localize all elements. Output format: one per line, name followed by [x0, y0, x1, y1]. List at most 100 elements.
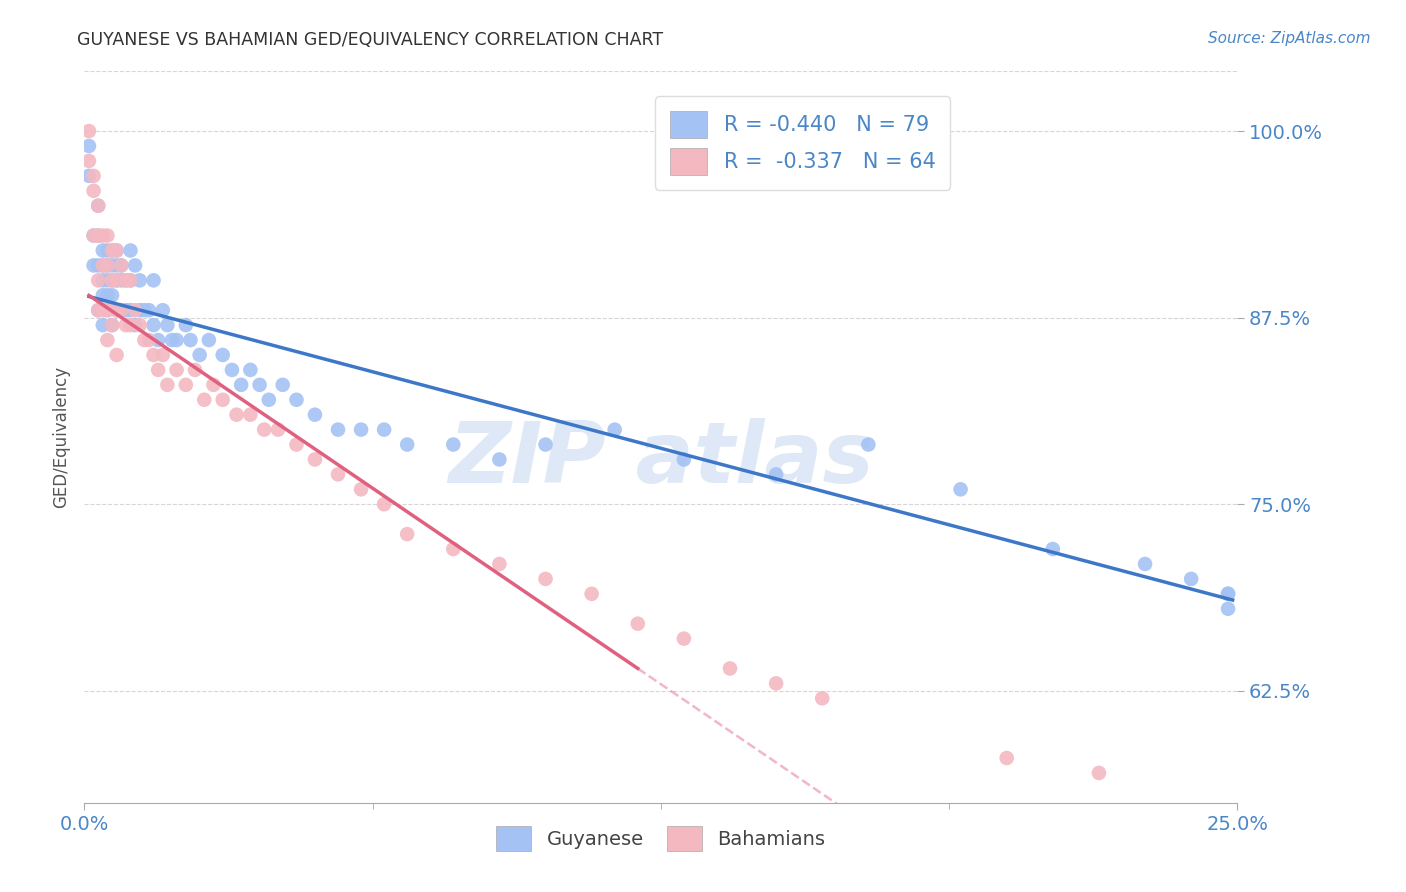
Point — [166, 333, 188, 347]
Point — [211, 392, 233, 407]
Point — [174, 318, 197, 332]
Point — [105, 303, 128, 318]
Point — [142, 348, 165, 362]
Point — [83, 184, 105, 198]
Y-axis label: GED/Equivalency: GED/Equivalency — [52, 366, 70, 508]
Point — [77, 124, 100, 138]
Point — [124, 259, 146, 273]
Point — [77, 139, 100, 153]
Point — [83, 259, 105, 273]
Point — [534, 437, 557, 451]
Point — [198, 333, 221, 347]
Point — [718, 661, 741, 675]
Point — [96, 288, 118, 302]
Text: GUYANESE VS BAHAMIAN GED/EQUIVALENCY CORRELATION CHART: GUYANESE VS BAHAMIAN GED/EQUIVALENCY COR… — [77, 31, 664, 49]
Point — [110, 273, 132, 287]
Point — [87, 303, 110, 318]
Point — [603, 423, 626, 437]
Point — [91, 228, 114, 243]
Point — [534, 572, 557, 586]
Point — [87, 199, 110, 213]
Point — [211, 348, 233, 362]
Point — [105, 273, 128, 287]
Point — [120, 273, 142, 287]
Point — [326, 423, 349, 437]
Point — [96, 273, 118, 287]
Point — [110, 303, 132, 318]
Point — [225, 408, 247, 422]
Point — [138, 333, 160, 347]
Point — [120, 244, 142, 258]
Point — [105, 244, 128, 258]
Point — [101, 273, 124, 287]
Point — [174, 377, 197, 392]
Point — [271, 377, 294, 392]
Point — [96, 228, 118, 243]
Point — [101, 244, 124, 258]
Point — [101, 318, 124, 332]
Point — [91, 273, 114, 287]
Point — [105, 303, 128, 318]
Point — [96, 259, 118, 273]
Point — [101, 288, 124, 302]
Point — [949, 483, 972, 497]
Point — [858, 437, 880, 451]
Point — [128, 318, 150, 332]
Point — [120, 318, 142, 332]
Point — [267, 423, 290, 437]
Point — [811, 691, 834, 706]
Point — [83, 228, 105, 243]
Point — [373, 497, 395, 511]
Point — [91, 303, 114, 318]
Point — [193, 392, 215, 407]
Point — [304, 408, 326, 422]
Point — [184, 363, 207, 377]
Point — [1216, 601, 1239, 615]
Point — [101, 273, 124, 287]
Point — [152, 303, 174, 318]
Point — [627, 616, 650, 631]
Point — [441, 542, 464, 557]
Point — [179, 333, 201, 347]
Point — [96, 244, 118, 258]
Point — [142, 273, 165, 287]
Point — [83, 169, 105, 183]
Point — [128, 303, 150, 318]
Point — [672, 632, 695, 646]
Point — [91, 318, 114, 332]
Point — [142, 318, 165, 332]
Point — [350, 423, 373, 437]
Point — [249, 377, 271, 392]
Point — [87, 303, 110, 318]
Point — [96, 333, 118, 347]
Point — [396, 437, 419, 451]
Point — [156, 377, 179, 392]
Point — [110, 259, 132, 273]
Point — [87, 259, 110, 273]
Point — [156, 318, 179, 332]
Point — [91, 259, 114, 273]
Point — [110, 303, 132, 318]
Point — [146, 363, 169, 377]
Point — [101, 244, 124, 258]
Point — [152, 348, 174, 362]
Point — [441, 437, 464, 451]
Point — [87, 228, 110, 243]
Point — [1133, 557, 1156, 571]
Point — [105, 348, 128, 362]
Point — [221, 363, 243, 377]
Point — [77, 153, 100, 168]
Point — [91, 288, 114, 302]
Point — [373, 423, 395, 437]
Point — [239, 363, 262, 377]
Point — [488, 452, 510, 467]
Text: ZIP atlas: ZIP atlas — [449, 417, 873, 500]
Point — [120, 273, 142, 287]
Point — [350, 483, 373, 497]
Point — [1216, 587, 1239, 601]
Point — [120, 303, 142, 318]
Point — [765, 676, 787, 690]
Text: Source: ZipAtlas.com: Source: ZipAtlas.com — [1208, 31, 1371, 46]
Point — [115, 273, 138, 287]
Point — [124, 303, 146, 318]
